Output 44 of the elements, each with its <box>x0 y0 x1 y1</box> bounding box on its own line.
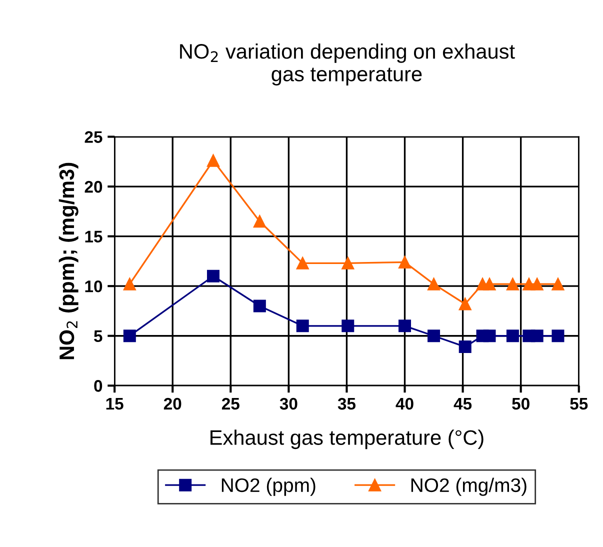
point <box>342 320 354 332</box>
y-axis-title: NO$_{2}$ (ppm); (mg/m3) <box>58 162 78 360</box>
point <box>458 340 472 354</box>
x-tick-label: 35 <box>338 398 356 410</box>
y-tick-label: 10 <box>85 280 102 292</box>
y-tick-label: 0 <box>94 380 102 392</box>
x-tick-label: 25 <box>222 398 240 410</box>
y-tick-label: 25 <box>84 131 102 143</box>
x-axis-title: Exhaust gas temperature (°C) <box>210 430 484 450</box>
point <box>398 256 412 268</box>
point <box>253 215 266 228</box>
point <box>552 330 564 342</box>
x-tick-label: 40 <box>396 398 414 410</box>
point <box>123 330 136 342</box>
y-tick-label: 5 <box>94 330 102 342</box>
y-tick-label: 15 <box>85 230 102 243</box>
point <box>296 256 309 270</box>
point <box>483 330 496 342</box>
point <box>530 278 544 290</box>
point <box>253 300 266 312</box>
chart-title: NO$_{2}$ variation depending on exhaust gas temperature <box>180 43 515 86</box>
point <box>428 278 440 290</box>
legend-label: NO2 (ppm) <box>222 478 316 496</box>
point <box>123 278 136 290</box>
point <box>483 278 496 290</box>
legend-label: NO2 (mg/m3) <box>411 478 526 496</box>
x-tick-label: 50 <box>512 398 530 410</box>
point <box>296 320 309 332</box>
point <box>506 278 519 290</box>
x-tick-label: 30 <box>280 398 298 410</box>
point <box>206 270 220 282</box>
x-tick-label: 55 <box>570 398 588 410</box>
point <box>506 330 519 342</box>
x-tick-label: 15 <box>106 398 124 410</box>
y-tick-label: 20 <box>84 180 102 193</box>
point <box>530 330 544 342</box>
point <box>342 256 354 270</box>
point <box>206 154 220 167</box>
point <box>398 320 412 332</box>
point <box>428 330 440 342</box>
x-tick-label: 45 <box>454 398 472 410</box>
x-tick-label: 20 <box>164 398 182 410</box>
point <box>552 278 564 290</box>
point <box>458 298 472 310</box>
